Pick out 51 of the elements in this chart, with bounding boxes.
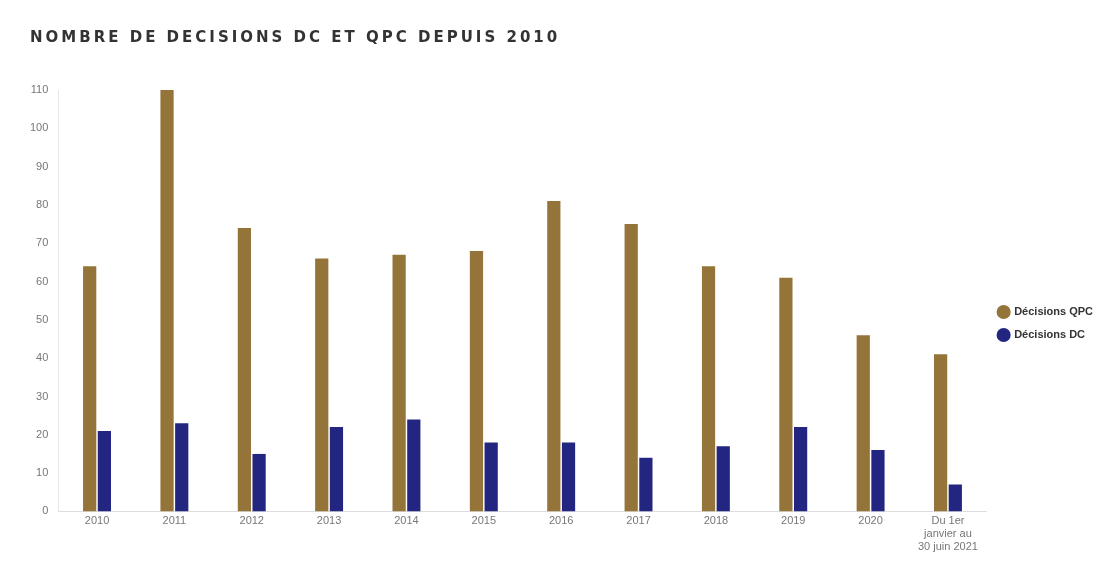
bar <box>315 258 329 512</box>
y-tick-label: 0 <box>42 504 49 517</box>
bar <box>716 446 730 512</box>
bar <box>561 442 576 512</box>
y-tick-label: 40 <box>36 351 49 364</box>
y-tick-label: 90 <box>36 159 49 172</box>
bar <box>160 90 174 512</box>
x-tick-label: 2018 <box>703 514 729 527</box>
x-tick-label: 2013 <box>316 514 342 527</box>
y-tick-label: 50 <box>36 312 49 325</box>
bar <box>83 266 97 512</box>
x-tick-label: Du 1er janvier au 30 juin 2021 <box>917 514 978 553</box>
bar <box>469 250 484 512</box>
bar <box>701 266 716 512</box>
chart-title: NOMBRE DE DECISIONS DC ET QPC DEPUIS 2010 <box>30 28 561 46</box>
y-tick-label: 100 <box>29 121 49 134</box>
y-tick-label: 10 <box>36 466 49 479</box>
bar <box>948 484 962 512</box>
legend-label: Décisions QPC <box>1014 305 1094 318</box>
bar <box>779 277 793 512</box>
bar <box>252 453 266 512</box>
bar <box>547 201 561 512</box>
x-tick-label: 2019 <box>781 514 806 527</box>
bar <box>97 430 111 512</box>
y-tick-label: 70 <box>36 236 49 249</box>
x-tick-label: 2020 <box>858 514 883 527</box>
bar <box>175 423 189 512</box>
x-tick-label: 2010 <box>84 514 110 527</box>
bar <box>793 427 808 512</box>
bar <box>237 227 252 512</box>
x-tick-label: 2011 <box>162 514 187 527</box>
bar <box>329 427 344 512</box>
bar <box>407 419 421 512</box>
x-tick-label: 2017 <box>626 514 651 527</box>
bar <box>871 450 885 512</box>
bar <box>856 335 870 512</box>
y-tick-label: 60 <box>36 274 49 287</box>
bar <box>484 442 498 512</box>
bar <box>934 354 948 512</box>
x-tick-label: 2014 <box>394 514 419 527</box>
y-tick-label: 20 <box>36 427 49 440</box>
bar <box>639 457 653 512</box>
x-tick-label: 2016 <box>548 514 574 527</box>
x-tick-label: 2012 <box>239 514 264 527</box>
y-tick-label: 80 <box>36 197 49 210</box>
x-tick-label: 2015 <box>471 514 497 527</box>
y-tick-label: 110 <box>30 83 49 96</box>
bar <box>392 254 406 512</box>
legend-label: Décisions DC <box>1014 328 1086 341</box>
y-tick-label: 30 <box>36 389 49 402</box>
bar <box>624 224 638 512</box>
